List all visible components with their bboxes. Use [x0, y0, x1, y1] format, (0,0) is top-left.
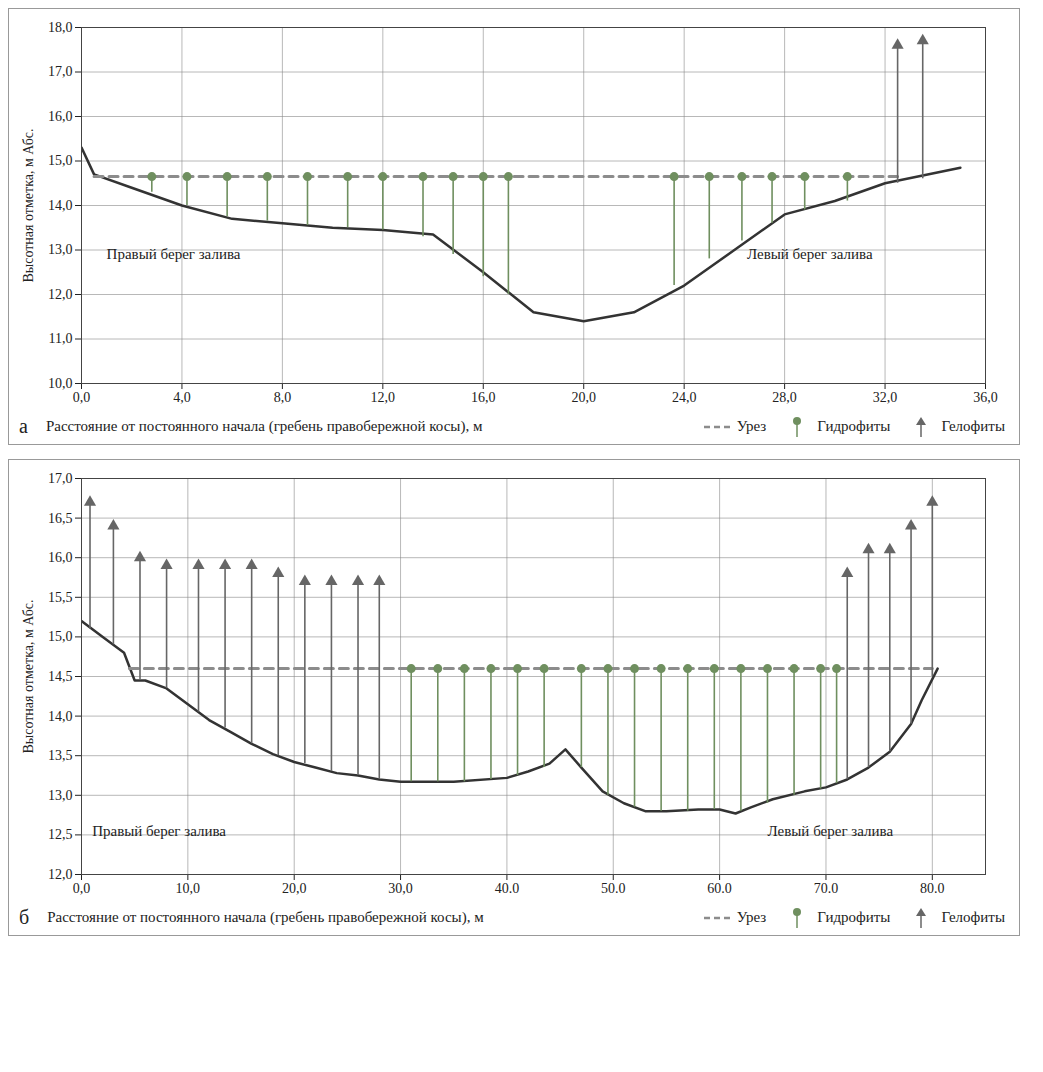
svg-text:14,0: 14,0: [48, 198, 73, 213]
html-text:Расстояние от постоянного нача: Расстояние от постоянного начала (гребен…: [47, 909, 484, 925]
svg-text:12,5: 12,5: [48, 827, 73, 842]
svg-text:80.0: 80.0: [920, 881, 945, 896]
svg-text:Высотная отметка, м Абс.: Высотная отметка, м Абс.: [21, 599, 36, 753]
svg-text:50.0: 50.0: [601, 881, 626, 896]
svg-text:8,0: 8,0: [274, 390, 292, 405]
svg-text:4,0: 4,0: [173, 390, 191, 405]
svg-text:12,0: 12,0: [371, 390, 396, 405]
html-text:б: б: [19, 906, 30, 928]
svg-text:16,0: 16,0: [471, 390, 496, 405]
svg-text:11,0: 11,0: [49, 331, 73, 346]
html-text:Расстояние от постоянного нача: Расстояние от постоянного начала (гребен…: [45, 418, 483, 434]
svg-text:14,0: 14,0: [48, 709, 73, 724]
svg-text:13,0: 13,0: [48, 242, 73, 257]
svg-text:Левый берег залива: Левый берег залива: [767, 823, 893, 839]
html-text:а: а: [19, 415, 28, 437]
svg-text:17,0: 17,0: [48, 471, 73, 486]
svg-text:36,0: 36,0: [973, 390, 998, 405]
svg-text:13,0: 13,0: [48, 788, 73, 803]
svg-text:Левый берег залива: Левый берег залива: [747, 246, 873, 262]
svg-text:0,0: 0,0: [73, 881, 91, 896]
svg-text:15,5: 15,5: [48, 590, 73, 605]
svg-text:28,0: 28,0: [772, 390, 797, 405]
svg-text:Правый берег залива: Правый берег залива: [92, 823, 226, 839]
svg-text:Правый берег залива: Правый берег залива: [107, 246, 241, 262]
svg-text:70.0: 70.0: [814, 881, 839, 896]
svg-text:15,0: 15,0: [48, 153, 73, 168]
svg-text:40.0: 40.0: [495, 881, 519, 896]
svg-text:0,0: 0,0: [73, 390, 91, 405]
svg-text:12,0: 12,0: [48, 867, 73, 882]
svg-text:15,0: 15,0: [48, 629, 73, 644]
svg-text:14,5: 14,5: [48, 669, 73, 684]
svg-text:10,0: 10,0: [48, 376, 73, 391]
svg-text:20,0: 20,0: [571, 390, 596, 405]
svg-text:24,0: 24,0: [672, 390, 697, 405]
svg-text:60.0: 60.0: [707, 881, 732, 896]
svg-text:16,0: 16,0: [48, 109, 73, 124]
svg-text:16,0: 16,0: [48, 550, 73, 565]
svg-text:18,0: 18,0: [48, 20, 73, 35]
svg-text:10,0: 10,0: [176, 881, 201, 896]
svg-text:Высотная отметка, м Абс.: Высотная отметка, м Абс.: [21, 128, 36, 282]
svg-text:16,5: 16,5: [48, 511, 73, 526]
svg-text:12,0: 12,0: [48, 287, 73, 302]
svg-text:20,0: 20,0: [282, 881, 307, 896]
svg-text:32,0: 32,0: [873, 390, 898, 405]
html-text:Гидрофиты: Гидрофиты: [817, 418, 891, 434]
html-text:Гелофиты: Гелофиты: [941, 418, 1005, 434]
svg-text:13,5: 13,5: [48, 748, 73, 763]
html-text:Урез: Урез: [736, 909, 767, 925]
svg-text:17,0: 17,0: [48, 64, 73, 79]
svg-text:30,0: 30,0: [388, 881, 413, 896]
html-text:Урез: Урез: [736, 418, 767, 434]
html-text:Гидрофиты: Гидрофиты: [817, 909, 891, 925]
html-text:Гелофиты: Гелофиты: [941, 909, 1005, 925]
